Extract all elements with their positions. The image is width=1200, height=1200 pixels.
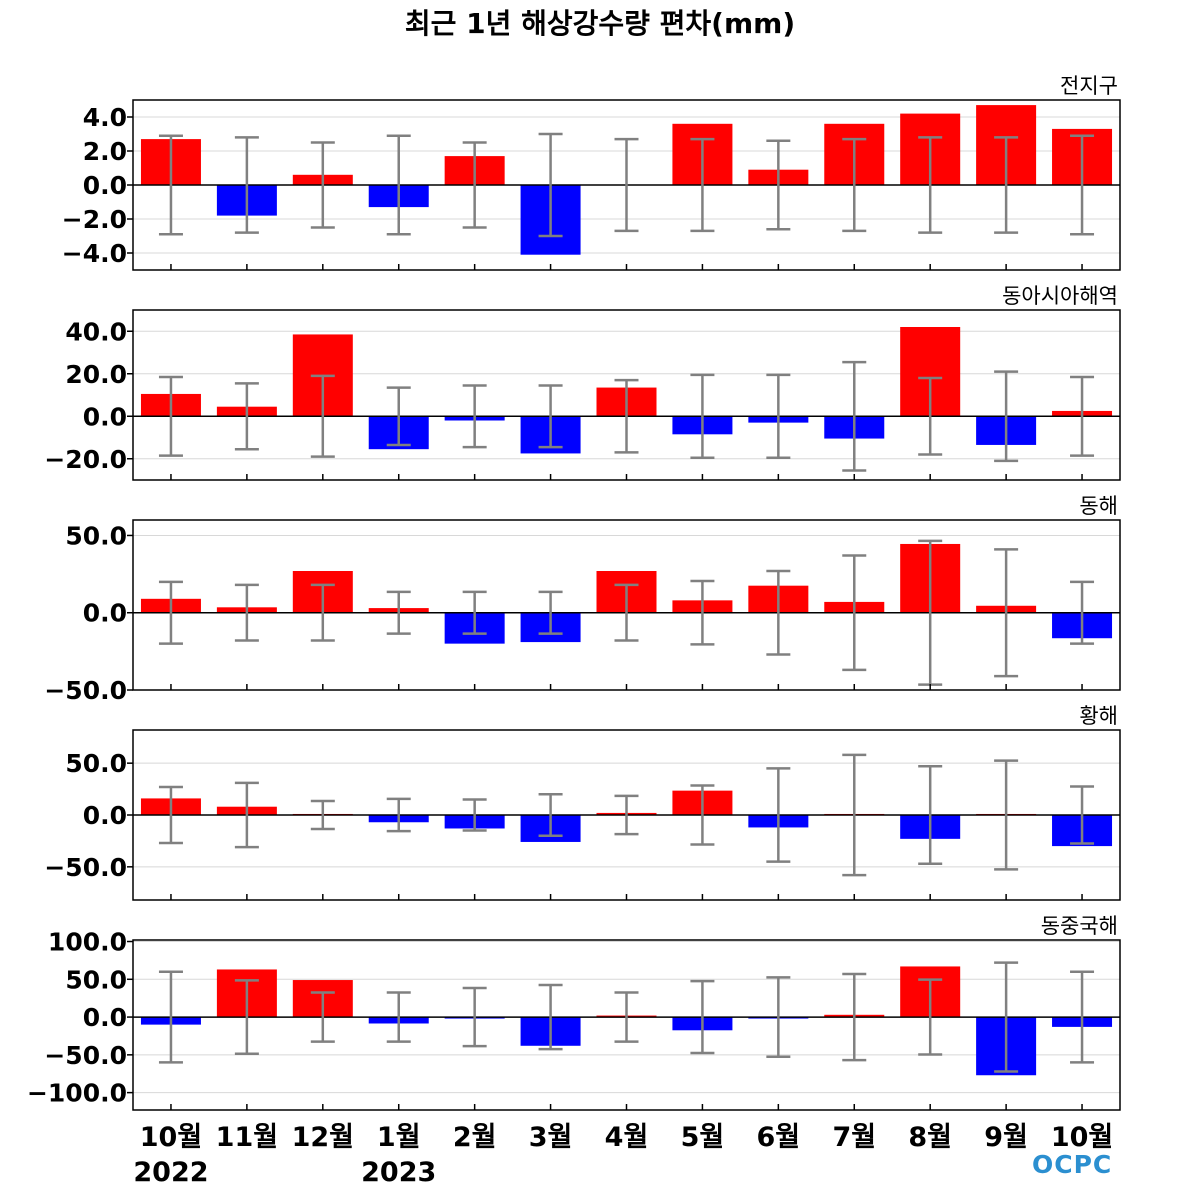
chart-title: 최근 1년 해상강수량 편차(mm) [404,7,796,40]
year-label: 2022 [133,1157,208,1188]
panel-region-label: 동중국해 [1041,914,1118,938]
x-tick-label: 3월 [529,1122,573,1153]
x-tick-label: 5월 [681,1122,725,1153]
x-tick-label: 10월 [140,1122,202,1153]
y-tick-label: 2.0 [83,137,127,166]
y-tick-label: −2.0 [62,205,127,234]
y-tick-label: 20.0 [65,360,127,389]
y-tick-label: 0.0 [83,1003,127,1032]
y-tick-label: −20.0 [44,445,127,474]
x-tick-label: 12월 [292,1122,354,1153]
y-tick-label: 40.0 [65,317,127,346]
y-tick-label: 0.0 [83,171,127,200]
y-tick-label: 50.0 [65,521,127,550]
y-tick-label: 50.0 [65,749,127,778]
x-tick-label: 9월 [984,1122,1028,1153]
y-tick-label: 100.0 [48,928,127,957]
x-tick-label: 1월 [377,1122,421,1153]
y-tick-label: −50.0 [44,853,127,882]
x-tick-label: 10월 [1051,1122,1113,1153]
panel-frame [132,939,1121,1111]
y-tick-label: 50.0 [65,965,127,994]
panel-frame [132,309,1121,481]
y-tick-label: 4.0 [83,103,127,132]
panel-frame [132,99,1121,271]
year-label: 2023 [361,1157,436,1188]
y-tick-label: 0.0 [83,801,127,830]
x-tick-label: 6월 [757,1122,801,1153]
panel-region-label: 전지구 [1060,74,1118,98]
y-tick-label: −4.0 [62,239,127,268]
x-tick-label: 11월 [216,1122,278,1153]
y-tick-label: 0.0 [83,599,127,628]
panel-frame [132,729,1121,901]
y-tick-label: −100.0 [27,1079,127,1108]
panel-region-label: 황해 [1079,704,1118,728]
ocpc-logo: OCPC [1032,1150,1113,1179]
y-tick-label: −50.0 [44,1041,127,1070]
x-tick-label: 8월 [908,1122,952,1153]
y-tick-label: 0.0 [83,402,127,431]
x-tick-label: 2월 [453,1122,497,1153]
panel-region-label: 동해 [1079,494,1118,518]
x-tick-label: 7월 [832,1122,876,1153]
panel-region-label: 동아시아해역 [1002,284,1118,308]
y-tick-label: −50.0 [44,676,127,705]
x-tick-label: 4월 [605,1122,649,1153]
panel-frame [132,519,1121,691]
